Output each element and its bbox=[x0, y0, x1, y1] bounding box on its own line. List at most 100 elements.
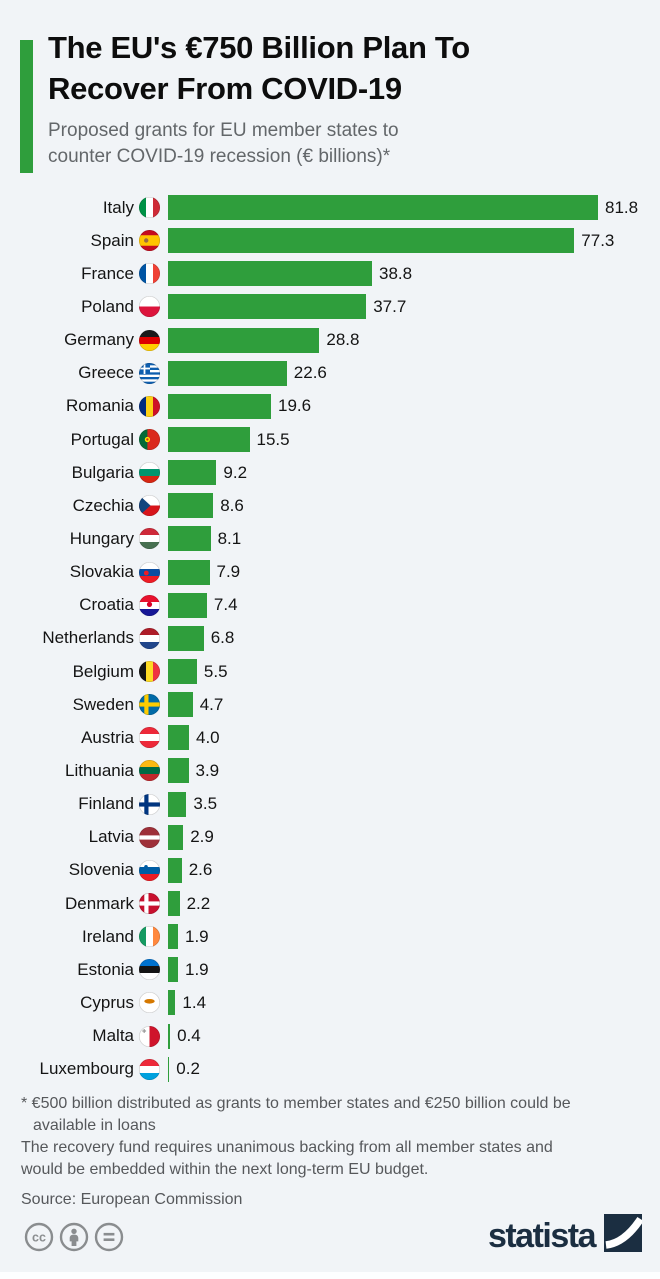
country-label: Malta bbox=[92, 1026, 134, 1046]
slovenia-flag-icon bbox=[139, 859, 160, 881]
value-label: 1.9 bbox=[185, 959, 209, 979]
value-label: 38.8 bbox=[379, 263, 413, 283]
country-label: France bbox=[81, 263, 134, 283]
ireland-flag-icon bbox=[139, 926, 160, 948]
country-label: Belgium bbox=[72, 661, 134, 681]
value-label: 4.0 bbox=[196, 727, 220, 747]
estonia-flag-icon bbox=[139, 959, 160, 981]
title-line-2: Recover From COVID-19 bbox=[48, 71, 402, 106]
austria-flag-icon bbox=[139, 727, 160, 749]
portugal-flag-icon bbox=[139, 429, 160, 451]
value-label: 4.7 bbox=[199, 694, 224, 714]
value-label: 6.8 bbox=[210, 628, 235, 648]
value-label: 2.2 bbox=[186, 893, 211, 913]
title-line-1: The EU's €750 Billion Plan To bbox=[48, 30, 470, 65]
value-label: 2.6 bbox=[188, 860, 213, 880]
romania-flag-icon bbox=[139, 395, 160, 417]
statista-logo-icon bbox=[604, 1214, 644, 1257]
subtitle-line-1: Proposed grants for EU member states to bbox=[48, 120, 399, 141]
attribution-icon bbox=[59, 1222, 89, 1252]
country-label: Croatia bbox=[79, 595, 134, 615]
value-label: 5.5 bbox=[203, 661, 228, 681]
france-flag-icon bbox=[139, 263, 160, 285]
luxembourg-flag-icon bbox=[139, 1058, 160, 1080]
value-label: 1.4 bbox=[182, 992, 207, 1012]
bar bbox=[168, 725, 189, 751]
chart-row: Slovakia 7.9 bbox=[20, 556, 660, 589]
cc-icon: cc bbox=[24, 1222, 54, 1252]
bar bbox=[168, 1056, 170, 1082]
value-label: 77.3 bbox=[581, 230, 615, 250]
country-label: Czechia bbox=[72, 495, 134, 515]
title-accent-bar bbox=[20, 40, 33, 173]
bulgaria-flag-icon bbox=[139, 462, 160, 484]
chart-row: Hungary 8.1 bbox=[20, 522, 660, 555]
bar bbox=[168, 659, 197, 685]
bottom-strip bbox=[0, 1272, 660, 1279]
bar bbox=[168, 824, 184, 850]
poland-flag-icon bbox=[139, 296, 160, 318]
value-label: 9.2 bbox=[223, 462, 248, 482]
subtitle-line-2: counter COVID-19 recession (€ billions)* bbox=[48, 146, 391, 167]
page-subtitle: Proposed grants for EU member states to c… bbox=[48, 118, 470, 170]
chart-row: Denmark 2.2 bbox=[20, 887, 660, 920]
bar bbox=[168, 228, 575, 254]
latvia-flag-icon bbox=[139, 826, 160, 848]
country-label: Greece bbox=[78, 363, 134, 383]
chart-row: Estonia 1.9 bbox=[20, 953, 660, 986]
chart-row: Cyprus 1.4 bbox=[20, 986, 660, 1019]
country-label: Portugal bbox=[70, 429, 134, 449]
lithuania-flag-icon bbox=[139, 760, 160, 782]
footnote-line-1: * €500 billion distributed as grants to … bbox=[21, 1095, 571, 1112]
value-label: 3.9 bbox=[195, 760, 220, 780]
bar bbox=[168, 924, 178, 950]
country-label: Luxembourg bbox=[39, 1059, 134, 1079]
country-label: Slovakia bbox=[69, 562, 134, 582]
country-label: Spain bbox=[90, 230, 134, 250]
netherlands-flag-icon bbox=[139, 627, 160, 649]
header-text: The EU's €750 Billion Plan To Recover Fro… bbox=[48, 27, 470, 173]
chart-row: Italy 81.8 bbox=[20, 191, 660, 224]
bar bbox=[168, 990, 176, 1016]
bar-chart: Italy 81.8 Spain 77.3 France 38.8 bbox=[20, 191, 660, 1086]
value-label: 0.2 bbox=[176, 1059, 200, 1079]
value-label: 8.6 bbox=[220, 495, 244, 515]
belgium-flag-icon bbox=[139, 661, 160, 683]
hungary-flag-icon bbox=[139, 528, 160, 550]
bar bbox=[168, 791, 187, 817]
page-title: The EU's €750 Billion Plan To Recover Fro… bbox=[48, 27, 470, 109]
country-label: Bulgaria bbox=[71, 462, 134, 482]
bar bbox=[168, 957, 178, 983]
bar bbox=[168, 195, 598, 221]
chart-row: Poland 37.7 bbox=[20, 290, 660, 323]
denmark-flag-icon bbox=[139, 893, 160, 915]
bar bbox=[168, 1023, 171, 1049]
cyprus-flag-icon bbox=[139, 992, 160, 1014]
chart-row: Czechia 8.6 bbox=[20, 489, 660, 522]
license-icons: cc bbox=[24, 1222, 124, 1252]
czechia-flag-icon bbox=[139, 495, 160, 517]
bar bbox=[168, 592, 207, 618]
bar bbox=[168, 261, 372, 287]
country-label: Romania bbox=[65, 396, 134, 416]
chart-row: Belgium 5.5 bbox=[20, 655, 660, 688]
bar bbox=[168, 294, 367, 320]
country-label: Sweden bbox=[72, 694, 134, 714]
statista-wordmark: statista bbox=[487, 1216, 597, 1255]
note-line-1: The recovery fund requires unanimous bac… bbox=[21, 1139, 553, 1156]
greece-flag-icon bbox=[139, 362, 160, 384]
chart-row: Austria 4.0 bbox=[20, 721, 660, 754]
chart-row: France 38.8 bbox=[20, 257, 660, 290]
finland-flag-icon bbox=[139, 793, 160, 815]
country-label: Slovenia bbox=[68, 860, 134, 880]
country-label: Estonia bbox=[77, 959, 134, 979]
bar bbox=[168, 526, 211, 552]
country-label: Cyprus bbox=[80, 992, 134, 1012]
statista-brand: statista bbox=[487, 1214, 644, 1257]
chart-row: Malta 0.4 bbox=[20, 1020, 660, 1053]
footnotes: * €500 billion distributed as grants to … bbox=[21, 1093, 640, 1211]
germany-flag-icon bbox=[139, 329, 160, 351]
chart-row: Portugal 15.5 bbox=[20, 423, 660, 456]
country-label: Italy bbox=[102, 197, 134, 217]
